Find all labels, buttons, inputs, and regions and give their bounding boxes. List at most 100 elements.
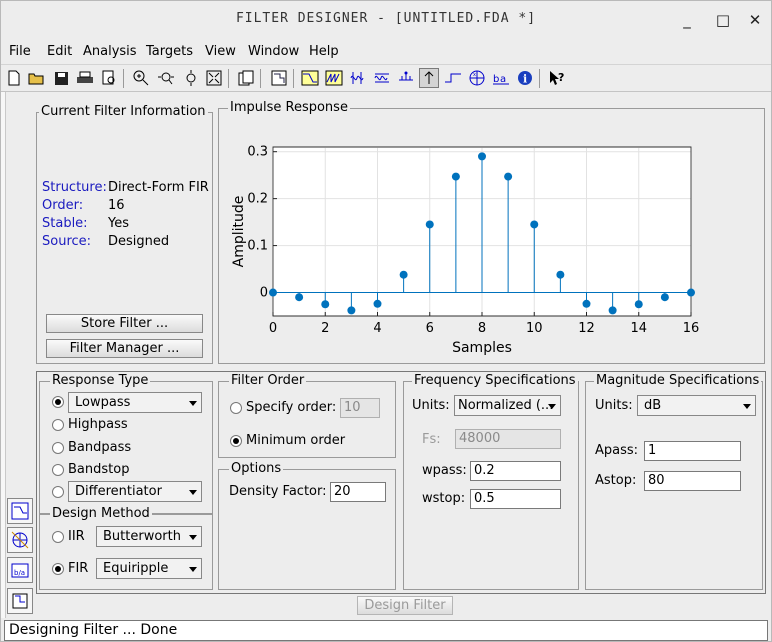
maximize-button[interactable]: □ [715,11,731,29]
save-icon[interactable] [51,68,71,88]
menu-file[interactable]: File [9,44,31,59]
impulse-response-chart: 0 2 4 6 8 10 12 14 16 0 0.1 0.2 0.3 Samples Amplitude [231,145,699,356]
pole-zero-editor-icon[interactable] [7,527,33,553]
y-tick-label: 0.2 [247,192,268,207]
stem-marker [295,293,304,302]
info-icon[interactable]: i [515,68,535,88]
pole-zero-icon[interactable] [443,68,463,88]
iir-select[interactable]: Butterworth [96,526,202,547]
zoom-y-icon[interactable] [181,68,201,88]
menu-view[interactable]: View [205,44,236,59]
menu-bar: File Edit Analysis Targets View Window H… [1,41,771,63]
source-label: Source: [42,234,92,249]
x-tick-label: 6 [426,321,434,336]
design-filter-panel-icon[interactable] [7,498,33,524]
apass-label: Apass: [595,443,639,458]
menu-window[interactable]: Window [248,44,300,59]
wstop-input[interactable]: 0.5 [470,489,561,509]
filter-specs-icon[interactable] [269,68,289,88]
menu-analysis[interactable]: Analysis [83,44,137,59]
chevron-down-icon [189,401,197,406]
menu-help[interactable]: Help [309,44,339,59]
apass-input[interactable]: 1 [644,441,741,461]
menu-targets[interactable]: Targets [146,44,193,59]
lowpass-radio[interactable] [52,396,64,408]
full-view-icon[interactable] [204,68,224,88]
fs-input[interactable]: 48000 [455,429,561,449]
stem-marker [582,299,591,308]
chevron-down-icon [189,535,197,540]
iir-select-value: Butterworth [103,529,181,544]
freq-units-label: Units: [412,398,450,413]
bandpass-radio[interactable] [52,442,64,454]
minimum-order-radio[interactable] [230,435,242,447]
stable-label: Stable: [42,216,88,231]
fir-select-value: Equiripple [103,561,169,576]
new-window-icon[interactable] [236,68,256,88]
new-icon[interactable] [4,68,24,88]
fir-radio[interactable] [52,563,64,575]
stem-marker [321,300,330,309]
stem-marker [634,300,643,309]
wpass-input[interactable]: 0.2 [470,461,561,481]
specify-order-radio[interactable] [230,402,242,414]
phase-delay-icon[interactable] [372,68,392,88]
whats-this-icon[interactable]: ? [547,68,567,88]
coefficients-icon[interactable]: x [467,68,487,88]
other-response-select[interactable]: Differentiator [68,481,202,502]
other-response-radio[interactable] [52,486,64,498]
stem-marker [373,299,382,308]
highpass-radio[interactable] [52,419,64,431]
impulse-response-icon[interactable] [396,68,416,88]
specify-order-input[interactable]: 10 [340,398,380,418]
structure-label: Structure: [42,180,107,195]
density-factor-input[interactable]: 20 [330,482,386,502]
lowpass-select[interactable]: Lowpass [68,392,202,413]
stem-marker [530,220,539,229]
stem-marker [269,288,277,297]
frequency-specs-panel: Frequency Specifications Units: Normaliz… [403,373,579,590]
transform-filter-icon[interactable] [7,588,33,614]
import-filter-icon[interactable]: b/a [7,557,33,583]
store-filter-button[interactable]: Store Filter ... [46,314,203,333]
phase-response-icon[interactable] [324,68,344,88]
step-response-icon[interactable] [419,68,439,88]
iir-radio[interactable] [52,531,64,543]
stem-marker [451,172,460,181]
zoom-x-icon[interactable] [156,68,176,88]
mag-units-select-value: dB [644,398,662,413]
stem-marker [608,306,617,315]
freq-units-select[interactable]: Normalized (... [454,395,561,416]
print-icon[interactable] [75,68,95,88]
order-value: 16 [108,198,125,213]
filter-manager-button[interactable]: Filter Manager ... [46,339,203,358]
filter-order-panel: Filter Order Specify order: 10 Minimum o… [218,373,396,458]
svg-text:?: ? [558,71,564,84]
stem-marker [399,270,408,279]
design-filter-button[interactable]: Design Filter [357,596,453,615]
bandstop-radio[interactable] [52,464,64,476]
magnitude-specs-panel: Magnitude Specifications Units: dB Apass… [585,373,763,590]
close-button[interactable]: ✕ [748,11,762,29]
minimize-button[interactable]: _ [683,11,691,29]
status-bar: Designing Filter ... Done [4,620,768,641]
open-icon[interactable] [27,68,47,88]
source-value: Designed [108,234,170,249]
print-preview-icon[interactable] [99,68,119,88]
highpass-label: Highpass [68,417,128,432]
group-delay-icon[interactable] [348,68,368,88]
design-method-panel: Design Method IIR Butterworth FIR Equiri… [39,506,213,590]
zoom-in-icon[interactable] [131,68,151,88]
bandstop-label: Bandstop [68,462,130,477]
magnitude-response-icon[interactable] [300,68,320,88]
astop-input[interactable]: 80 [644,471,741,491]
y-axis-label: Amplitude [231,196,247,268]
current-filter-info-title: Current Filter Information [39,104,208,120]
fir-select[interactable]: Equiripple [96,558,202,579]
x-tick-label: 0 [269,321,277,336]
menu-edit[interactable]: Edit [47,44,73,59]
mag-units-select[interactable]: dB [637,395,756,416]
